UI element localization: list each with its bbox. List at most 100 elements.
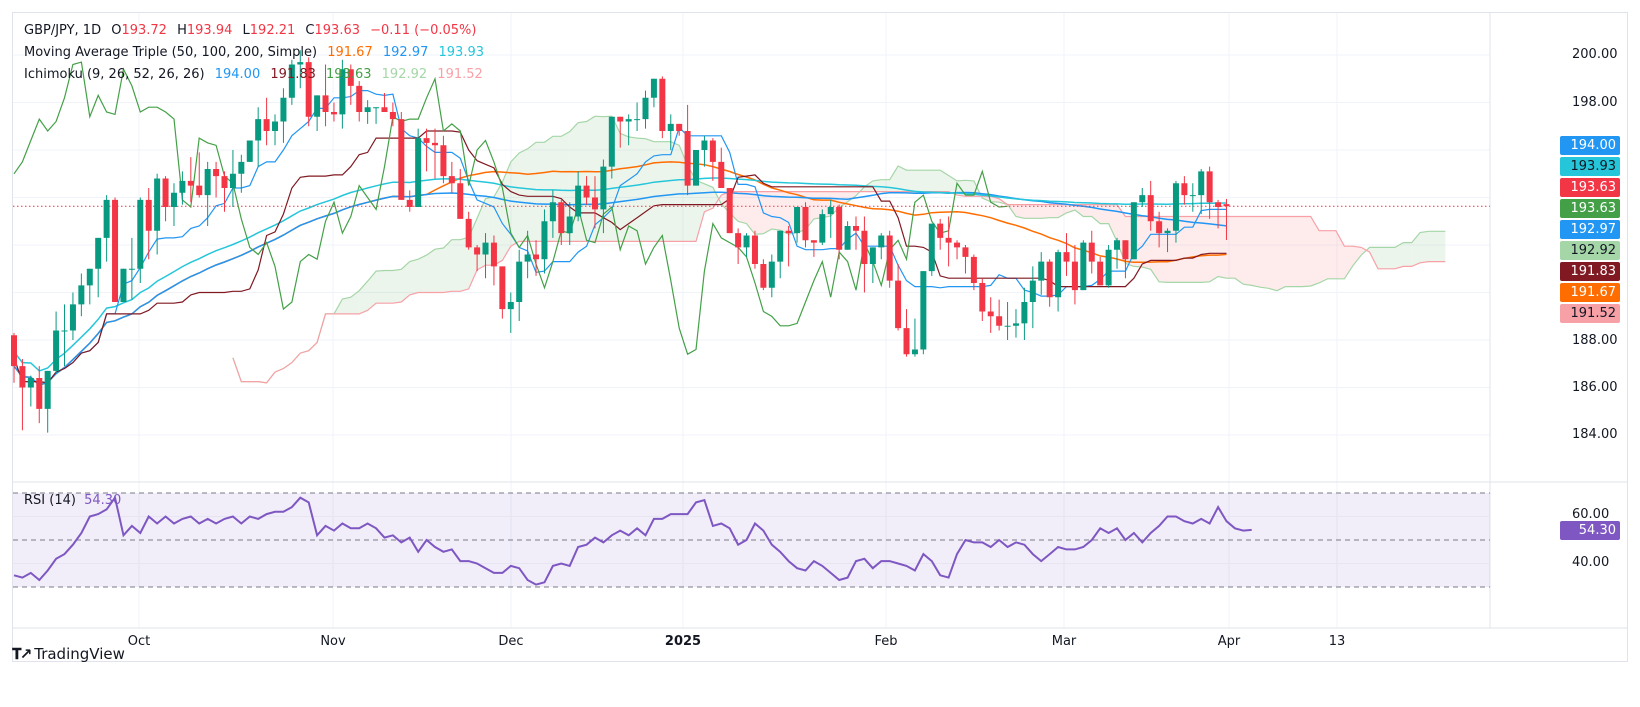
candle-body <box>255 119 262 141</box>
candle <box>1206 166 1213 219</box>
candle-body <box>465 218 472 248</box>
candle <box>954 240 961 260</box>
candle <box>566 202 573 245</box>
candle <box>937 218 944 250</box>
candle <box>1097 256 1104 286</box>
candle-body <box>1038 261 1045 281</box>
cloud-segment <box>1411 232 1421 267</box>
candle-body <box>533 254 540 260</box>
candle-body <box>482 242 489 255</box>
candle <box>987 297 994 333</box>
cloud-segment <box>1108 204 1118 242</box>
price-tag: 194.00 <box>1560 136 1620 155</box>
cloud-segment <box>1100 204 1109 224</box>
cloud-segment <box>1201 216 1210 283</box>
candle-body <box>1012 323 1019 326</box>
candle <box>389 102 396 127</box>
open-value: 193.72 <box>121 23 167 38</box>
rsi-value-tag: 54.30 <box>1560 521 1620 540</box>
candle <box>617 116 624 148</box>
candle-body <box>381 107 388 112</box>
candle-body <box>1206 171 1213 203</box>
candle <box>221 171 228 212</box>
rsi-panel <box>13 492 1490 588</box>
cloud-segment <box>451 239 461 292</box>
tradingview-logo-icon: 𝐓↗ <box>12 645 32 663</box>
candle <box>280 88 287 143</box>
candle <box>69 292 76 340</box>
lagging-span-line <box>13 61 1008 356</box>
cloud-segment <box>763 191 772 234</box>
candle <box>465 211 472 250</box>
ichimoku-legend[interactable]: Ichimoku (9, 26, 52, 26, 26) 194.00 191.… <box>24 67 489 82</box>
candle-body <box>398 119 405 200</box>
price-tag: 193.93 <box>1560 157 1620 176</box>
cloud-segment <box>1293 216 1303 287</box>
candle <box>246 140 253 162</box>
rsi-tick: 40.00 <box>1572 555 1610 570</box>
ma-legend[interactable]: Moving Average Triple (50, 100, 200, Sim… <box>24 45 490 60</box>
candle-body <box>625 119 632 122</box>
high-value: 193.94 <box>186 23 233 38</box>
candle <box>836 204 843 260</box>
candle <box>1139 188 1146 207</box>
candle-body <box>347 69 354 86</box>
candle-body <box>238 161 245 174</box>
cloud-segment <box>1344 246 1353 279</box>
candle-body <box>566 216 573 234</box>
rsi-label: RSI (14) <box>24 493 76 508</box>
cloud-segment <box>392 269 402 304</box>
candle <box>844 221 851 250</box>
cloud-segment <box>1386 247 1395 269</box>
candle <box>36 366 43 424</box>
candle <box>1105 245 1112 288</box>
candle <box>1181 176 1188 205</box>
candle-body <box>701 140 708 150</box>
candle-body <box>650 78 657 98</box>
cloud-segment <box>1243 216 1252 286</box>
candle <box>549 190 556 238</box>
candle-body <box>516 261 523 302</box>
candle <box>659 76 666 139</box>
cloud-segment <box>931 170 941 192</box>
candle-body <box>903 328 910 355</box>
candle <box>457 169 464 219</box>
candle <box>263 97 270 146</box>
candle-body <box>86 268 93 286</box>
cloud-segment <box>426 249 435 293</box>
candle <box>356 81 363 122</box>
candle <box>709 138 716 181</box>
candle <box>1088 230 1095 274</box>
cloud-segment <box>881 179 890 192</box>
rsi-line <box>13 495 1252 586</box>
open-label: O <box>111 23 122 38</box>
price-tag: 193.63 <box>1560 178 1620 197</box>
cloud-segment <box>1302 216 1311 287</box>
cloud-segment <box>401 261 410 302</box>
cloud-segment <box>923 170 932 192</box>
candle <box>322 64 329 127</box>
candle <box>785 226 792 267</box>
tradingview-logo[interactable]: 𝐓↗ TradingView <box>12 645 125 663</box>
cloud-segment <box>586 116 595 242</box>
candle <box>482 233 489 279</box>
candle <box>819 209 826 245</box>
candle <box>625 114 632 146</box>
candle <box>1223 198 1230 241</box>
price-tag: 191.83 <box>1560 262 1620 281</box>
symbol-label[interactable]: GBP/JPY, 1D <box>24 23 102 38</box>
rsi-legend[interactable]: RSI (14) 54.30 <box>24 493 121 508</box>
low-value: 192.21 <box>249 23 296 38</box>
cloud-segment <box>1352 246 1362 266</box>
candle-body <box>659 78 666 131</box>
candle-body <box>726 188 733 234</box>
time-tick: Nov <box>320 634 346 649</box>
ma-label: Moving Average Triple (50, 100, 200, Sim… <box>24 45 318 60</box>
candle <box>120 268 127 302</box>
candle <box>128 237 135 300</box>
candle <box>524 230 531 279</box>
cloud-segment <box>1251 216 1261 288</box>
candle-body <box>187 180 194 186</box>
candle <box>1063 233 1070 276</box>
